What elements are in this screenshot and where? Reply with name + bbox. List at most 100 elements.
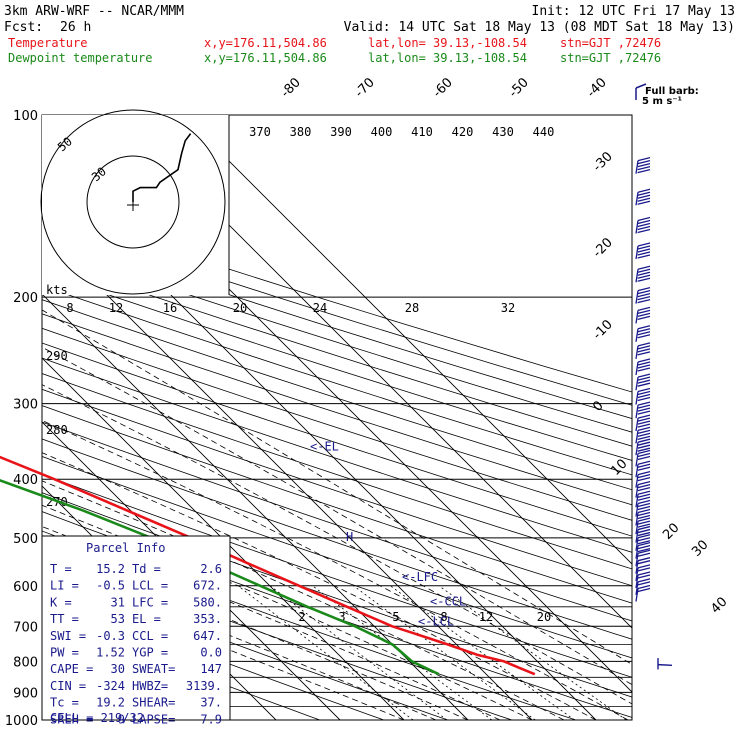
wind-barb-feather bbox=[637, 254, 651, 259]
moist-adiabat-line bbox=[42, 419, 629, 720]
dewpoint-legend-line: Dewpoint temperature x,y=176.11,504.86 l… bbox=[8, 51, 661, 65]
moist-adiabat-line bbox=[42, 480, 565, 720]
wind-barb-feather bbox=[637, 484, 651, 489]
wind-barb-feather bbox=[637, 574, 651, 579]
init-time: Init: 12 UTC Fri 17 May 13 bbox=[532, 4, 736, 19]
wind-barb-feather bbox=[637, 242, 651, 247]
dry-adiabat-line bbox=[42, 299, 632, 491]
dewpoint-legend-latlon: lat,lon= 39.13,-108.54 bbox=[368, 51, 527, 65]
wind-barb-staff bbox=[635, 345, 639, 359]
wind-barb-feather bbox=[637, 159, 651, 165]
wind-barb-feather bbox=[637, 528, 651, 534]
moist-adiabat-line bbox=[42, 384, 632, 705]
mixing-ratio-top-label: 32 bbox=[501, 301, 515, 315]
parcel-info-cell: SWI = bbox=[50, 629, 86, 643]
temperature-axis-label: -10 bbox=[590, 317, 616, 343]
wind-barb bbox=[635, 525, 651, 543]
theta-left-label: 290 bbox=[46, 349, 68, 363]
wind-barb-feather bbox=[637, 265, 651, 270]
wind-barb-feather bbox=[637, 393, 651, 399]
wind-barb-feather bbox=[637, 587, 651, 593]
wind-barb-feather bbox=[637, 197, 651, 202]
wind-barb-feather bbox=[637, 277, 651, 282]
wind-barb-staff bbox=[635, 574, 639, 589]
temperature-legend-latlon: lat,lon= 39.13,-108.54 bbox=[368, 36, 527, 50]
wind-barb-feather bbox=[637, 444, 651, 449]
wind-barb-feather bbox=[637, 156, 651, 162]
pressure-tick-label: 1000 bbox=[5, 714, 38, 729]
parcel-info-cell: K = bbox=[50, 595, 72, 609]
wind-barb bbox=[635, 571, 651, 589]
dry-adiabat-line bbox=[42, 456, 632, 659]
wind-barb-feather bbox=[637, 493, 651, 498]
parcel-info-cell: LCL = bbox=[132, 579, 168, 593]
parcel-info-cell: 7.9 bbox=[200, 712, 222, 726]
wind-barb bbox=[635, 508, 651, 526]
wind-barb-feather bbox=[637, 549, 651, 554]
wind-barb-feather bbox=[637, 367, 651, 372]
wind-barb bbox=[635, 449, 651, 467]
wind-barb-feather bbox=[637, 463, 651, 468]
wind-barb-feather bbox=[637, 584, 651, 590]
wind-barb-feather bbox=[637, 165, 651, 171]
wind-barb-staff bbox=[635, 474, 639, 488]
forecast-hour: 26 h bbox=[60, 20, 91, 35]
wind-barb-staff bbox=[635, 328, 639, 342]
wind-barb-feather bbox=[637, 420, 651, 425]
pressure-tick-label: 600 bbox=[13, 580, 38, 595]
wind-barb-feather bbox=[637, 309, 651, 314]
wind-barb-feather bbox=[637, 390, 651, 396]
wind-barb-staff bbox=[635, 503, 639, 517]
valid-time: Valid: 14 UTC Sat 18 May 13 (08 MDT Sat … bbox=[344, 20, 735, 35]
wind-barb-feather bbox=[637, 396, 651, 402]
wind-barb-feather bbox=[637, 251, 651, 256]
mixing-ratio-line bbox=[237, 585, 414, 720]
parcel-info-cell: 15.2 bbox=[96, 562, 125, 576]
wind-barb bbox=[635, 426, 651, 444]
temperature-legend-line: Temperature x,y=176.11,504.86 lat,lon= 3… bbox=[8, 36, 661, 50]
wind-barb-feather bbox=[637, 351, 651, 356]
parcel-level-markers: <-EL <-LFC <-CCL <-LCL H bbox=[310, 439, 466, 628]
wind-barb-feather bbox=[637, 286, 651, 292]
sounding-series bbox=[0, 455, 536, 676]
parcel-info-cell: CIN = bbox=[50, 679, 86, 693]
parcel-info-cell: CCL = bbox=[132, 629, 168, 643]
hodograph-ring-outer bbox=[40, 109, 226, 295]
wind-barb-feather bbox=[637, 414, 651, 419]
mixing-ratio-top-label: 16 bbox=[163, 301, 177, 315]
level-marker-label: <-EL bbox=[310, 439, 339, 453]
mixing-ratio-line bbox=[438, 585, 627, 720]
temperature-axis-label: -50 bbox=[506, 75, 532, 101]
theta-label: 430 bbox=[492, 125, 514, 139]
wind-barb-feather bbox=[637, 429, 651, 435]
wind-barb-feather bbox=[637, 289, 651, 295]
wind-barb-feather bbox=[637, 487, 651, 492]
temperature-profile-line bbox=[0, 455, 536, 676]
dry-adiabat-line bbox=[42, 405, 632, 604]
parcel-info-cell: 353. bbox=[193, 612, 222, 626]
parcel-info-cell: TT = bbox=[50, 612, 79, 626]
wind-barb bbox=[635, 584, 651, 602]
hodograph-trace bbox=[132, 133, 192, 202]
wind-barb-feather bbox=[637, 557, 651, 562]
parcel-info-cell: 3139. bbox=[186, 679, 222, 693]
wind-barb-staff bbox=[635, 560, 639, 574]
wind-barb-feather bbox=[637, 477, 651, 482]
wind-barb-feather bbox=[637, 460, 651, 465]
wind-barb-staff bbox=[635, 245, 639, 260]
wind-barb bbox=[635, 471, 651, 488]
wind-barb-staff bbox=[635, 269, 639, 283]
wind-barb-feather bbox=[637, 571, 651, 576]
wind-barb-feather bbox=[637, 373, 651, 378]
pressure-tick-label: 100 bbox=[13, 109, 38, 124]
parcel-info-cell: -0.5 bbox=[96, 579, 125, 593]
wind-barb-feather bbox=[637, 387, 651, 393]
level-marker-label: <-LCL bbox=[418, 615, 454, 629]
wind-barb-staff bbox=[635, 310, 639, 324]
mixing-ratio-top-label: 24 bbox=[313, 301, 327, 315]
temperature-axis-label: 20 bbox=[660, 521, 682, 543]
wind-barb bbox=[635, 216, 651, 234]
full-barb-label: Full barb: bbox=[645, 86, 699, 97]
theta-label: 380 bbox=[290, 125, 312, 139]
wind-barb-feather bbox=[637, 268, 651, 273]
